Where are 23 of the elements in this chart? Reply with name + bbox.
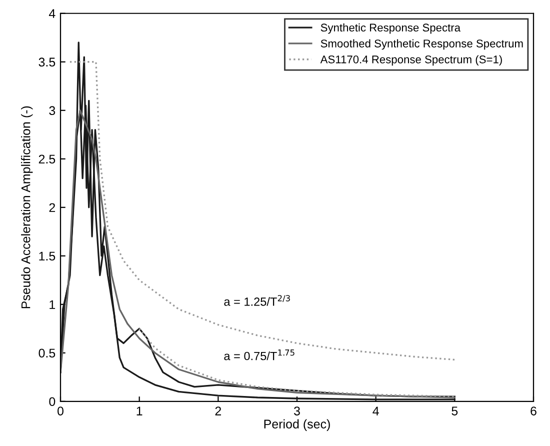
y-tick-label: 3	[49, 106, 56, 116]
x-tick-label: 0	[58, 406, 64, 416]
x-axis-title: Period (sec)	[264, 419, 330, 431]
y-tick-label: 0.5	[38, 348, 56, 358]
y-tick-label: 2.5	[38, 154, 56, 164]
annotation: a = 1.25/T$^{2/3}$	[224, 295, 290, 306]
y-tick-label: 1	[50, 300, 56, 309]
y-tick-label: 2	[49, 203, 56, 212]
y-tick-label: 3.5	[38, 58, 56, 67]
y-tick-label: 4	[48, 9, 56, 18]
x-tick-label: 4	[372, 406, 379, 416]
y-tick-label: 0	[49, 397, 56, 406]
x-tick-label: 5	[452, 406, 458, 416]
x-tick-label: 1	[136, 406, 142, 416]
y-axis-title: Pseudo Acceleration Amplification (-)	[21, 106, 33, 308]
y-tick-label: 1.5	[39, 252, 56, 261]
x-tick-label: 6	[530, 406, 536, 416]
annotation: a = 0.75/T$^{1.75}$	[224, 350, 294, 360]
legend-label: Synthetic Response Spectra	[320, 23, 461, 34]
legend-label: Smoothed Synthetic Response Spectrum	[320, 39, 523, 50]
legend-label: AS1170.4 Response Spectrum (S=1)	[320, 55, 502, 66]
x-tick-label: 3	[294, 406, 300, 416]
x-tick-label: 2	[215, 406, 222, 416]
